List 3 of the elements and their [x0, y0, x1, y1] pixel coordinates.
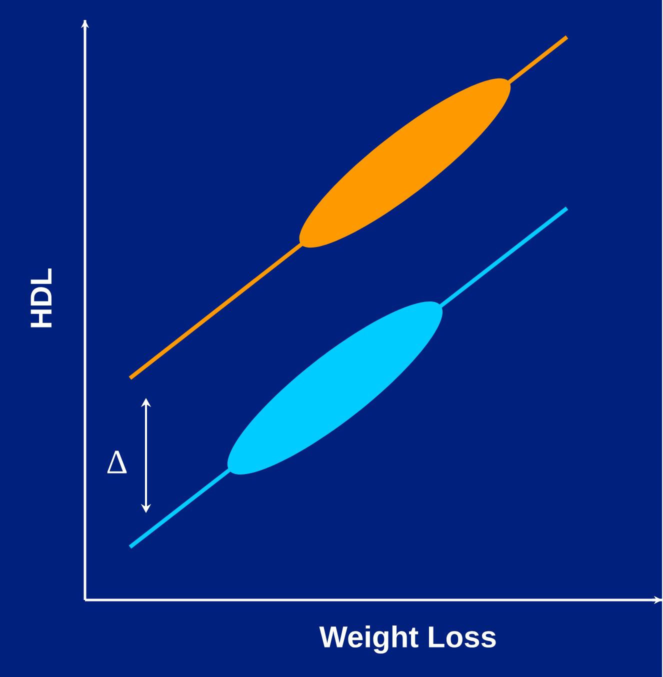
annotation: Δ — [107, 450, 127, 474]
x-axis-title: Weight Loss — [319, 626, 496, 654]
y-axis-title: HDL — [30, 268, 52, 328]
